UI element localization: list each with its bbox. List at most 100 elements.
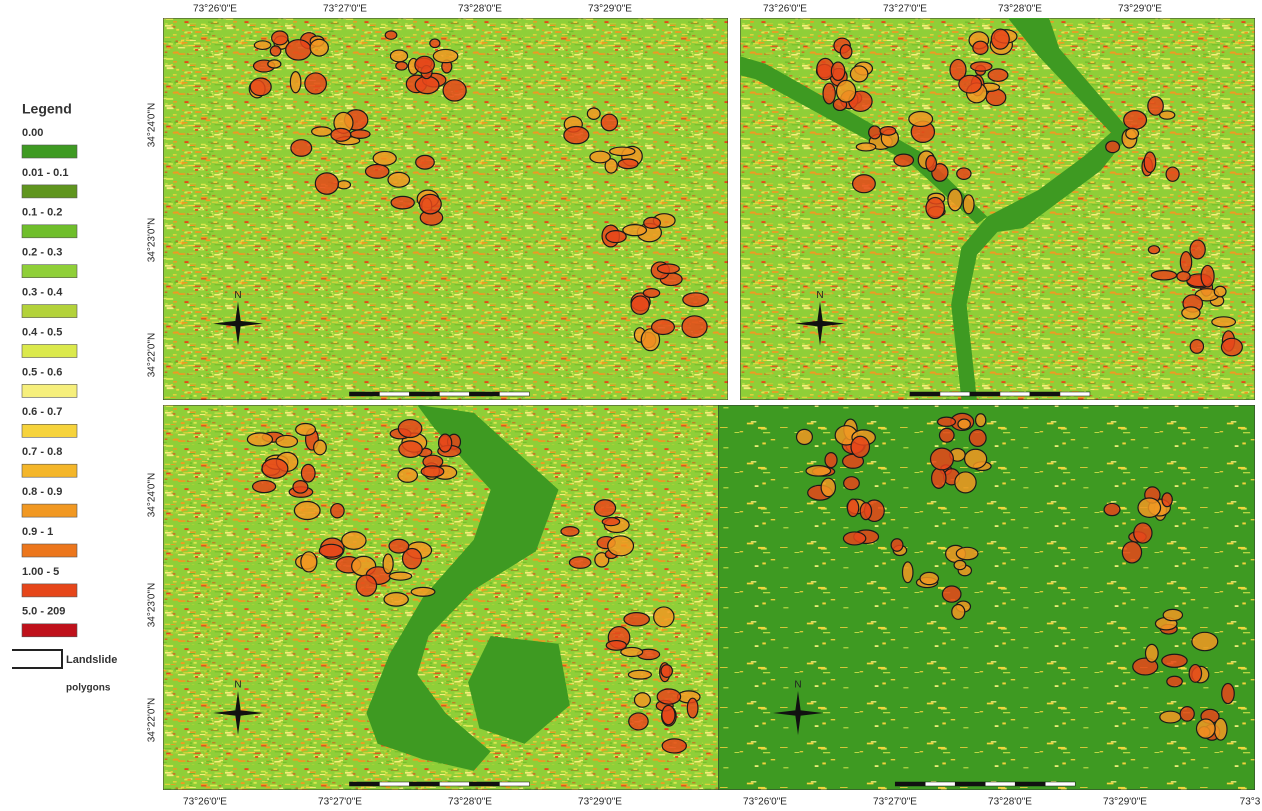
landslide-polygon bbox=[654, 607, 674, 627]
landslide-polygon bbox=[290, 72, 301, 93]
landslide-polygon bbox=[623, 225, 647, 236]
legend-label: 5.0 - 209 bbox=[22, 606, 65, 618]
landslide-polygon bbox=[331, 504, 344, 518]
legend-swatch bbox=[22, 384, 77, 397]
figure: Legend 0.000.01 - 0.10.1 - 0.20.2 - 0.30… bbox=[0, 0, 1262, 811]
landslide-polygon bbox=[1189, 665, 1201, 683]
legend-swatch bbox=[22, 424, 77, 437]
landslide-polygon bbox=[1182, 307, 1200, 319]
longitude-label: 73°26'0"E bbox=[193, 4, 237, 15]
landslide-polygon bbox=[1148, 246, 1159, 254]
landslide-polygon bbox=[850, 66, 867, 82]
landslide-polygon bbox=[561, 527, 579, 537]
legend-label: 0.5 - 0.6 bbox=[22, 366, 62, 378]
landslide-polygon bbox=[634, 693, 650, 707]
landslide-polygon bbox=[971, 62, 992, 71]
landslide-polygon bbox=[840, 45, 852, 59]
landslide-polygon bbox=[1177, 272, 1190, 282]
polygon-label: Landslide bbox=[66, 654, 117, 666]
landslide-polygon bbox=[1180, 707, 1194, 722]
landslide-polygon bbox=[301, 552, 317, 572]
longitude-label: 73°26'0"E bbox=[763, 4, 807, 15]
landslide-polygon bbox=[965, 449, 987, 468]
map-panel: N bbox=[163, 405, 728, 790]
landslide-polygon bbox=[618, 159, 638, 169]
landslide-polygon bbox=[587, 108, 600, 119]
landslide-polygon bbox=[315, 173, 338, 194]
legend-swatch bbox=[22, 305, 77, 318]
landslide-polygon bbox=[969, 430, 986, 447]
longitude-label: 73°26'0"E bbox=[183, 797, 227, 808]
legend-swatch bbox=[22, 544, 77, 557]
landslide-polygon bbox=[643, 289, 659, 298]
landslide-polygon bbox=[1122, 542, 1141, 563]
legend-swatch bbox=[22, 345, 77, 358]
landslide-polygon bbox=[687, 698, 698, 718]
scale-bar bbox=[955, 782, 985, 786]
landslide-polygon bbox=[628, 670, 651, 679]
legend-label: 1.00 - 5 bbox=[22, 566, 59, 578]
landslide-polygon bbox=[948, 189, 962, 211]
landslide-polygon bbox=[869, 126, 881, 139]
legend-label: 0.01 - 0.1 bbox=[22, 167, 68, 179]
landslide-polygon bbox=[662, 739, 686, 753]
landslide-polygon bbox=[1214, 286, 1226, 297]
scale-bar bbox=[1000, 392, 1030, 396]
longitude-label: 73°29'0"E bbox=[1103, 797, 1147, 808]
landslide-polygon bbox=[247, 433, 272, 446]
scale-bar bbox=[910, 392, 940, 396]
landslide-polygon bbox=[631, 296, 649, 314]
scale-bar bbox=[1030, 392, 1060, 396]
scale-bar bbox=[970, 392, 1000, 396]
landslide-polygon bbox=[1162, 493, 1172, 507]
landslide-polygon bbox=[1126, 128, 1139, 139]
landslide-polygon bbox=[853, 175, 876, 193]
landslide-polygon bbox=[1134, 523, 1152, 543]
north-label: N bbox=[234, 290, 241, 301]
landslide-polygon bbox=[398, 468, 417, 482]
legend-label: 0.4 - 0.5 bbox=[22, 326, 62, 338]
landslide-polygon bbox=[594, 500, 615, 517]
landslide-polygon bbox=[903, 562, 913, 583]
landslide-polygon bbox=[291, 140, 312, 157]
landslide-polygon bbox=[601, 114, 617, 131]
polygon-label: polygons bbox=[66, 683, 111, 694]
landslide-polygon bbox=[652, 320, 675, 335]
landslide-polygon bbox=[286, 40, 312, 60]
latitude-label: 34°24'0"N bbox=[147, 103, 158, 148]
landslide-polygon bbox=[416, 155, 435, 169]
landslide-polygon bbox=[569, 557, 590, 569]
landslide-polygon bbox=[991, 29, 1009, 49]
landslide-polygon bbox=[932, 468, 946, 488]
landslide-polygon bbox=[624, 613, 649, 626]
landslide-polygon bbox=[952, 605, 965, 620]
landslide-polygon bbox=[421, 466, 444, 477]
scale-bar bbox=[925, 782, 955, 786]
landslide-polygon bbox=[398, 420, 422, 438]
scale-bar bbox=[439, 392, 469, 396]
landslide-polygon bbox=[337, 181, 350, 189]
latitude-label: 34°24'0"N bbox=[147, 473, 158, 518]
legend-label: 0.1 - 0.2 bbox=[22, 207, 62, 219]
landslide-polygon bbox=[293, 481, 308, 493]
landslide-polygon bbox=[644, 217, 661, 228]
landslide-polygon bbox=[1201, 265, 1214, 287]
landslide-polygon bbox=[296, 424, 316, 436]
landslide-polygon bbox=[823, 83, 835, 104]
longitude-label: 73°27'0"E bbox=[883, 4, 927, 15]
scale-bar bbox=[409, 782, 439, 786]
longitude-label: 73°28'0"E bbox=[988, 797, 1032, 808]
landslide-polygon bbox=[610, 147, 635, 156]
landslide-polygon bbox=[276, 435, 297, 447]
longitude-label: 73°27'0"E bbox=[318, 797, 362, 808]
landslide-polygon bbox=[389, 539, 409, 553]
map-panel: N bbox=[163, 18, 728, 400]
scale-bar bbox=[349, 392, 379, 396]
landslide-polygon bbox=[1124, 111, 1147, 130]
scale-bar bbox=[409, 392, 439, 396]
scale-bar bbox=[940, 392, 970, 396]
landslide-polygon bbox=[399, 441, 422, 458]
longitude-label: 73°28'0"E bbox=[998, 4, 1042, 15]
landslide-polygon bbox=[657, 689, 680, 704]
legend: 0.000.01 - 0.10.1 - 0.20.2 - 0.30.3 - 0.… bbox=[22, 127, 77, 637]
